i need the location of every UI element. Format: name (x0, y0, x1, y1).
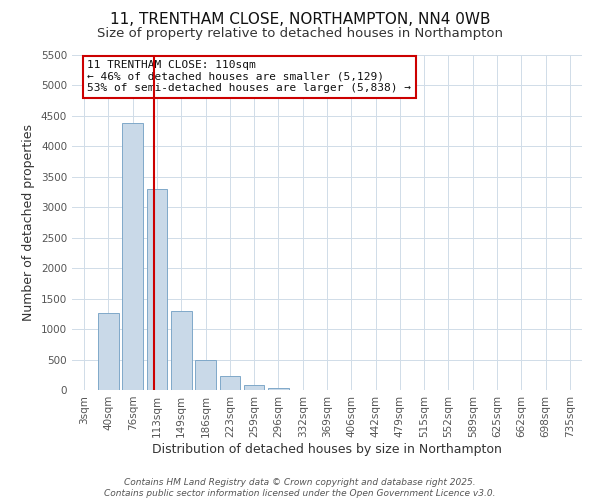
Bar (122, 123, 143, 390)
Y-axis label: Number of detached properties: Number of detached properties (22, 124, 35, 321)
Bar (98, 312, 119, 390)
Bar (220, 376, 240, 390)
Text: Size of property relative to detached houses in Northampton: Size of property relative to detached ho… (97, 28, 503, 40)
Bar (244, 385, 265, 390)
Bar (268, 388, 289, 390)
X-axis label: Distribution of detached houses by size in Northampton: Distribution of detached houses by size … (152, 442, 502, 456)
Text: 11, TRENTHAM CLOSE, NORTHAMPTON, NN4 0WB: 11, TRENTHAM CLOSE, NORTHAMPTON, NN4 0WB (110, 12, 490, 28)
Bar (195, 360, 216, 390)
Bar (171, 312, 191, 390)
Text: 11 TRENTHAM CLOSE: 110sqm
← 46% of detached houses are smaller (5,129)
53% of se: 11 TRENTHAM CLOSE: 110sqm ← 46% of detac… (88, 60, 412, 93)
Text: Contains HM Land Registry data © Crown copyright and database right 2025.
Contai: Contains HM Land Registry data © Crown c… (104, 478, 496, 498)
Bar (146, 189, 167, 390)
